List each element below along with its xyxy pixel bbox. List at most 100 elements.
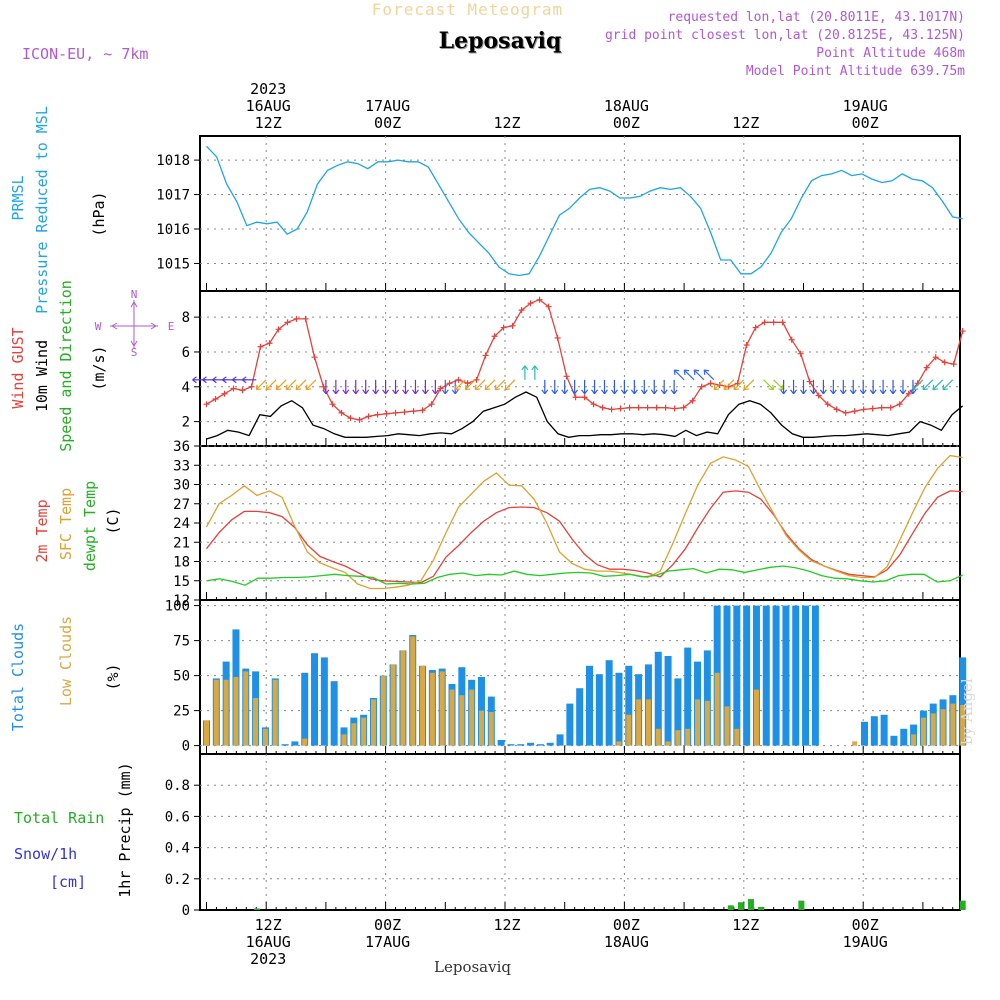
wind-arrow-head <box>733 384 739 391</box>
low-cloud-bar <box>459 695 465 746</box>
panel-frame <box>199 753 961 911</box>
low-cloud-bar <box>488 712 494 746</box>
total-cloud-bar <box>536 744 544 746</box>
low-cloud-bar <box>410 636 416 746</box>
time-label-top: 18AUG <box>604 97 649 115</box>
wind-arrow <box>255 379 267 391</box>
total-cloud-bar <box>959 657 967 746</box>
low-cloud-bar <box>449 689 455 746</box>
low-cloud-bar <box>645 699 651 746</box>
wind-arrow-head <box>454 384 461 391</box>
total-cloud-bar <box>703 650 711 746</box>
low-cloud-bar <box>852 741 858 746</box>
wind-arrow-head <box>285 384 292 391</box>
gust-marker <box>887 404 894 411</box>
total-cloud-bar <box>586 665 594 746</box>
y-tick-label: 18 <box>173 555 190 571</box>
gust-marker <box>824 401 831 408</box>
wind-arrow <box>693 369 705 381</box>
wind-arrow <box>295 379 307 391</box>
y-tick-label: 4 <box>182 380 190 396</box>
low-cloud-bar <box>390 664 396 746</box>
wind-arrow <box>743 379 755 391</box>
wind-arrow-head <box>630 389 638 395</box>
wind-arrow-head <box>932 384 938 391</box>
low-cloud-bar <box>253 698 259 746</box>
wind-arrow-head <box>474 384 481 391</box>
wind-arrow-head <box>790 389 798 395</box>
low-cloud-bar <box>478 710 484 746</box>
low-cloud-bar <box>704 700 710 746</box>
wind-arrow-head <box>743 384 749 391</box>
label-2m-temp: 2m Temp <box>33 499 51 562</box>
y-tick-label: 24 <box>173 516 190 532</box>
gust-marker <box>608 406 615 413</box>
gust-marker <box>347 415 354 422</box>
wind-arrow-head <box>382 389 390 395</box>
total-cloud-bar <box>625 665 633 746</box>
wind-arrow-head <box>899 389 907 395</box>
wind-arrow-head <box>265 384 272 391</box>
gust-marker <box>590 401 597 408</box>
total-cloud-bar <box>811 605 819 746</box>
gust-marker <box>878 404 885 411</box>
y-tick-label: 12 <box>173 593 190 609</box>
gust-marker <box>923 364 930 371</box>
total-cloud-bar <box>605 660 613 746</box>
wind-arrow <box>275 379 287 391</box>
gust-marker <box>815 392 822 399</box>
label-prmsl: PRMSL <box>9 175 27 220</box>
gust-marker <box>662 404 669 411</box>
time-label-top: 16AUG <box>246 97 291 115</box>
time-label-bottom: 00Z <box>374 916 401 934</box>
wind-arrow-head <box>305 384 312 391</box>
y-tick-label: 33 <box>173 458 190 474</box>
low-cloud-bar <box>655 728 661 746</box>
gust-marker <box>869 405 876 412</box>
low-cloud-bar <box>675 730 681 746</box>
gust-marker <box>203 401 210 408</box>
wind-arrow-head <box>504 384 511 391</box>
gust-marker <box>743 341 750 348</box>
wind-arrow-head <box>275 384 282 391</box>
rain-bar <box>959 900 966 910</box>
wind-arrow-head <box>942 384 948 391</box>
wind-arrow-head <box>723 384 730 391</box>
y-tick-label: 27 <box>173 497 190 513</box>
compass-w: W <box>95 320 102 333</box>
requested-point: requested lon,lat (20.8011E, 43.1017N) <box>667 10 965 25</box>
total-cloud-bar <box>900 728 908 746</box>
gust-marker <box>230 385 237 392</box>
low-cloud-bar <box>626 714 632 746</box>
time-label-bottom: 2023 <box>250 950 286 968</box>
panel-wind <box>110 290 966 447</box>
wind-arrow-head <box>241 376 247 384</box>
low-cloud-bar <box>950 703 956 746</box>
panel-clouds <box>194 599 967 755</box>
gust-marker <box>311 354 318 361</box>
label-wind-gust: Wind GUST <box>9 327 27 408</box>
wind-arrow-head <box>869 389 877 395</box>
wind-arrow-head <box>601 389 608 395</box>
gust-marker <box>599 404 606 411</box>
wind-arrow-head <box>451 389 459 395</box>
wind-arrow <box>773 379 784 391</box>
wind-arrow-head <box>620 389 628 395</box>
total-cloud-bar <box>674 678 682 746</box>
wind-arrow-head <box>693 369 700 376</box>
gust-marker <box>635 404 642 411</box>
total-cloud-bar <box>743 605 751 746</box>
panel-frame <box>199 135 961 292</box>
low-cloud-bar <box>439 671 445 746</box>
low-cloud-bar <box>911 734 917 746</box>
gust-marker <box>779 319 786 326</box>
total-cloud-bar <box>772 605 780 746</box>
gust-marker <box>383 410 390 417</box>
wind-arrow <box>713 379 725 391</box>
time-label-top: 00Z <box>852 114 879 132</box>
y-tick-label: 50 <box>173 669 190 685</box>
low-cloud-bar <box>213 679 219 746</box>
total-cloud-bar <box>497 740 505 746</box>
wind-arrow-head <box>889 389 897 395</box>
y-tick-label: 8 <box>182 310 190 326</box>
